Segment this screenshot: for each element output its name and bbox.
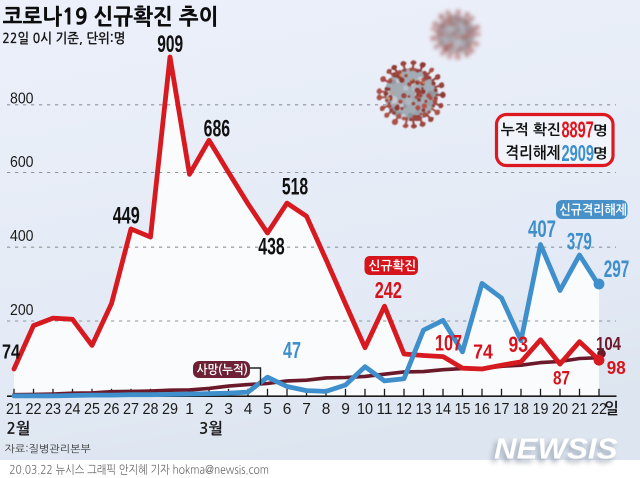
svg-text:29: 29 — [162, 401, 178, 418]
svg-text:8: 8 — [322, 401, 331, 418]
svg-text:28: 28 — [143, 401, 159, 418]
svg-text:11: 11 — [377, 401, 393, 418]
svg-text:18: 18 — [513, 401, 529, 418]
svg-text:242: 242 — [375, 277, 402, 303]
svg-text:15: 15 — [455, 401, 471, 418]
svg-text:27: 27 — [123, 401, 139, 418]
svg-text:7: 7 — [302, 401, 311, 418]
svg-text:297: 297 — [604, 256, 630, 283]
svg-text:2: 2 — [205, 401, 214, 418]
svg-text:407: 407 — [528, 216, 556, 243]
svg-text:87: 87 — [553, 368, 570, 390]
svg-text:800: 800 — [10, 90, 34, 107]
svg-text:10: 10 — [357, 401, 373, 418]
svg-text:449: 449 — [113, 202, 140, 229]
svg-text:686: 686 — [204, 116, 231, 143]
svg-text:22: 22 — [26, 401, 42, 418]
svg-text:NEWSIS: NEWSIS — [491, 437, 615, 469]
svg-text:200: 200 — [10, 302, 34, 319]
svg-text:4: 4 — [244, 401, 253, 418]
svg-text:26: 26 — [104, 401, 120, 418]
svg-text:47: 47 — [283, 337, 301, 363]
svg-text:13: 13 — [416, 401, 432, 418]
svg-text:8897: 8897 — [562, 116, 594, 142]
svg-text:6: 6 — [283, 401, 292, 418]
svg-text:9: 9 — [341, 401, 350, 418]
svg-text:600: 600 — [10, 154, 34, 171]
svg-text:21: 21 — [6, 401, 22, 418]
svg-text:24: 24 — [65, 401, 81, 418]
svg-text:909: 909 — [157, 31, 183, 58]
svg-text:107: 107 — [435, 330, 462, 355]
svg-text:104: 104 — [596, 333, 622, 354]
svg-text:19: 19 — [533, 401, 549, 418]
svg-text:22: 22 — [591, 401, 607, 418]
svg-text:23: 23 — [45, 401, 61, 418]
svg-text:21: 21 — [572, 401, 588, 418]
svg-text:16: 16 — [474, 401, 490, 418]
svg-text:518: 518 — [282, 174, 308, 201]
svg-text:74: 74 — [2, 341, 21, 363]
svg-text:NEWSIS: NEWSIS — [494, 434, 618, 466]
svg-text:438: 438 — [258, 234, 284, 261]
svg-text:20: 20 — [552, 401, 568, 418]
svg-text:93: 93 — [508, 332, 528, 357]
svg-text:1: 1 — [185, 401, 194, 418]
svg-text:2909: 2909 — [561, 140, 594, 166]
svg-text:14: 14 — [435, 401, 451, 418]
svg-text:12: 12 — [396, 401, 412, 418]
svg-text:98: 98 — [607, 357, 626, 378]
svg-text:74: 74 — [473, 341, 493, 364]
svg-text:17: 17 — [494, 401, 510, 418]
svg-text:3: 3 — [224, 401, 233, 418]
svg-text:25: 25 — [84, 401, 100, 418]
svg-text:5: 5 — [263, 401, 272, 418]
svg-text:400: 400 — [10, 228, 34, 245]
svg-text:379: 379 — [567, 228, 592, 255]
